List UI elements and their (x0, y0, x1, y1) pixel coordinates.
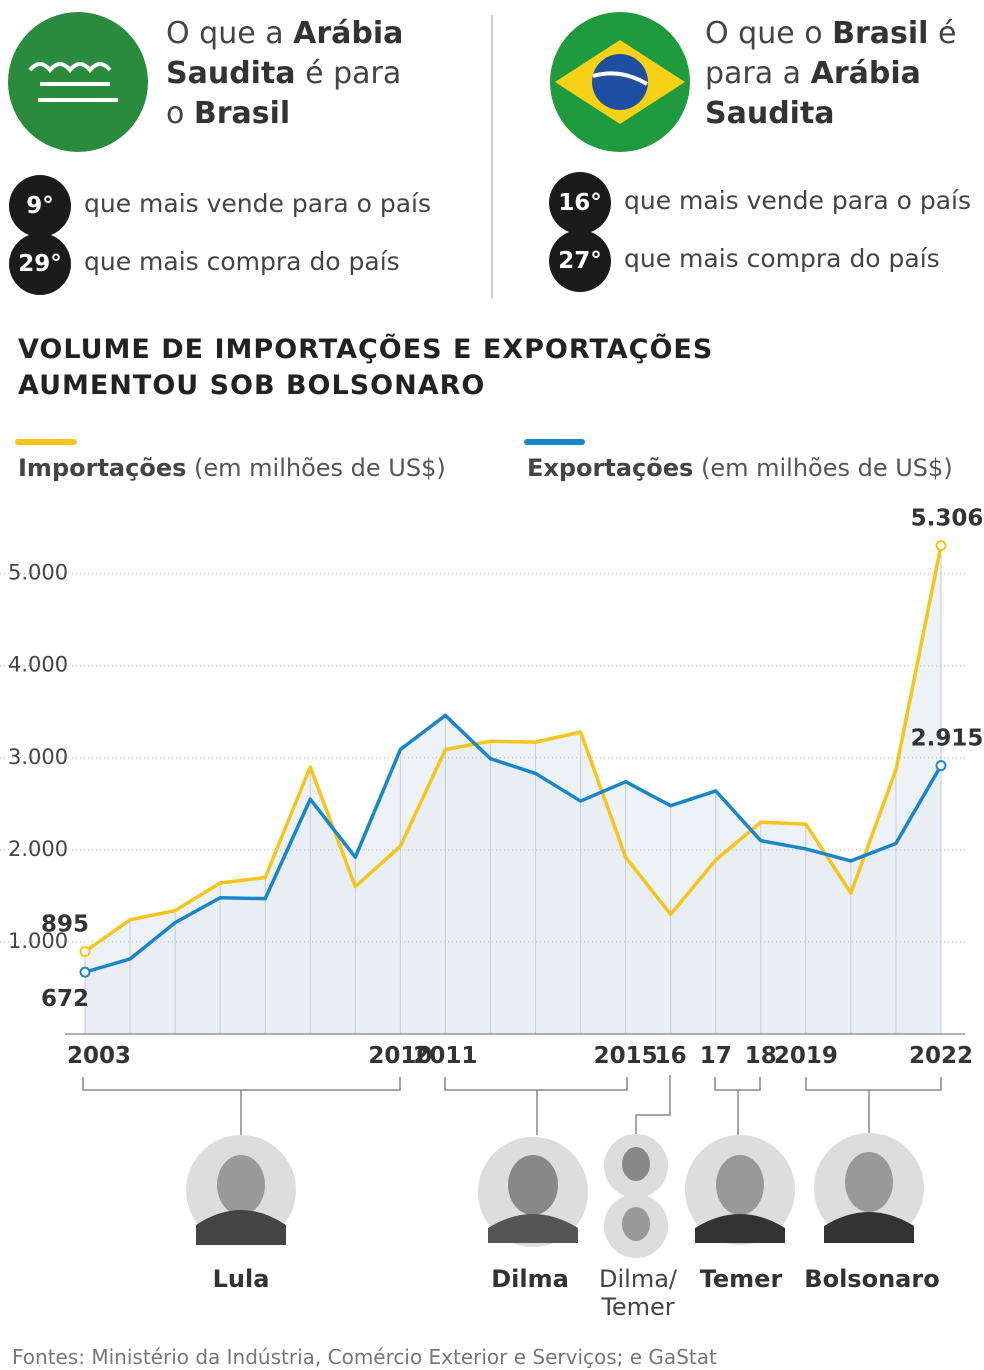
legend-space (186, 454, 194, 482)
portrait-dilma-small (604, 1134, 668, 1198)
portrait-bolsonaro (814, 1133, 924, 1243)
y-tick-label: 1.000 (8, 929, 68, 953)
portrait-dilma (478, 1137, 588, 1247)
panel-title-line: o Brasil (166, 94, 290, 134)
panel-title-line: Saudita (705, 94, 835, 134)
title-text: é (928, 16, 957, 51)
title-bold: Saudita (166, 56, 296, 91)
line (84, 713, 943, 974)
rank-badge: 16° (549, 172, 611, 234)
period-name: Temer (699, 1265, 783, 1293)
rank-text: que mais compra do país (624, 244, 940, 273)
point (79, 966, 91, 978)
panel-title-line: O que o Brasil é (705, 14, 956, 54)
y-tick-label: 4.000 (8, 653, 68, 677)
legend-name: Importações (18, 454, 187, 482)
x-tick-label: 2011 (413, 1043, 477, 1069)
rank-text: que mais vende para o país (84, 189, 431, 218)
legend-unit: (em milhões de US$) (700, 454, 953, 482)
x-tick-label: 18 (745, 1043, 777, 1069)
title-bold: Arábia (293, 16, 404, 51)
bracket-temer (714, 1077, 761, 1135)
point (935, 760, 947, 772)
legend-space (693, 454, 701, 482)
period-name: Lula (212, 1265, 270, 1293)
portraits (186, 1133, 924, 1258)
period-name: Bolsonaro (804, 1265, 940, 1293)
panel-title-line: para a Arábia (705, 54, 921, 94)
value-label: 5.306 (911, 505, 984, 531)
period-name: Dilma (491, 1265, 569, 1293)
rank-badge: 27° (549, 230, 611, 292)
title-bold: Saudita (705, 96, 835, 131)
title-bold: Brasil (832, 16, 929, 51)
area (85, 715, 941, 1034)
point (935, 539, 947, 551)
x-tick-label: 2003 (67, 1043, 131, 1069)
legend-name: Exportações (527, 454, 694, 482)
y-tick-label: 2.000 (8, 837, 68, 861)
legend-entry: Importações (em milhões de US$) (18, 454, 446, 482)
value-label: 672 (41, 986, 89, 1012)
title-text: para a (705, 56, 811, 91)
portrait-temer-small (604, 1194, 668, 1258)
chart-title: VOLUME DE IMPORTAÇÕES E EXPORTAÇÕES AUME… (18, 334, 714, 401)
bracket-dilma-temer (635, 1075, 671, 1134)
rank-badge: 29° (9, 233, 71, 295)
x-tick-label: 16 (655, 1043, 687, 1069)
y-tick-label: 5.000 (8, 561, 68, 585)
legend-entry: Exportações (em milhões de US$) (527, 454, 953, 482)
title-text: o (166, 96, 194, 131)
rank-badge: 9° (9, 175, 71, 237)
value-label: 895 (41, 912, 89, 938)
point (79, 946, 91, 958)
y-tick-label: 3.000 (8, 745, 68, 769)
title-text: O que a (166, 16, 294, 51)
panel-title-line: O que a Arábia (166, 14, 403, 54)
portrait-lula (186, 1135, 296, 1245)
saudi-flag-emblem (28, 62, 118, 102)
title-bold: Arábia (810, 56, 921, 91)
period-brackets (82, 1075, 942, 1135)
rank-text: que mais compra do país (84, 247, 400, 276)
source: Fontes: Ministério da Indústria, Comérci… (12, 1345, 717, 1369)
x-tick-label: 17 (700, 1043, 732, 1069)
bracket-bolsonaro (805, 1077, 942, 1135)
title-text: é para (295, 56, 402, 91)
legend-unit: (em milhões de US$) (194, 454, 446, 482)
line (83, 545, 943, 954)
bracket-lula (82, 1077, 401, 1135)
value-label: 2.915 (911, 726, 984, 752)
period-name: Dilma/ Temer (599, 1265, 677, 1321)
panel-title-line: Saudita é para (166, 54, 401, 94)
rank-text: que mais vende para o país (624, 186, 971, 215)
brazil-flag-band (592, 71, 649, 86)
portrait-temer (685, 1135, 795, 1245)
x-tick-label: 2015 (594, 1043, 658, 1069)
x-tick-label: 2022 (909, 1043, 973, 1069)
x-tick-label: 2019 (774, 1043, 838, 1069)
brazil-flag-globe (592, 54, 648, 110)
title-bold: Brasil (193, 96, 291, 131)
x-tick-label: 2010 (368, 1043, 432, 1069)
title-text: O que o (705, 16, 833, 51)
bracket-dilma (444, 1077, 628, 1135)
